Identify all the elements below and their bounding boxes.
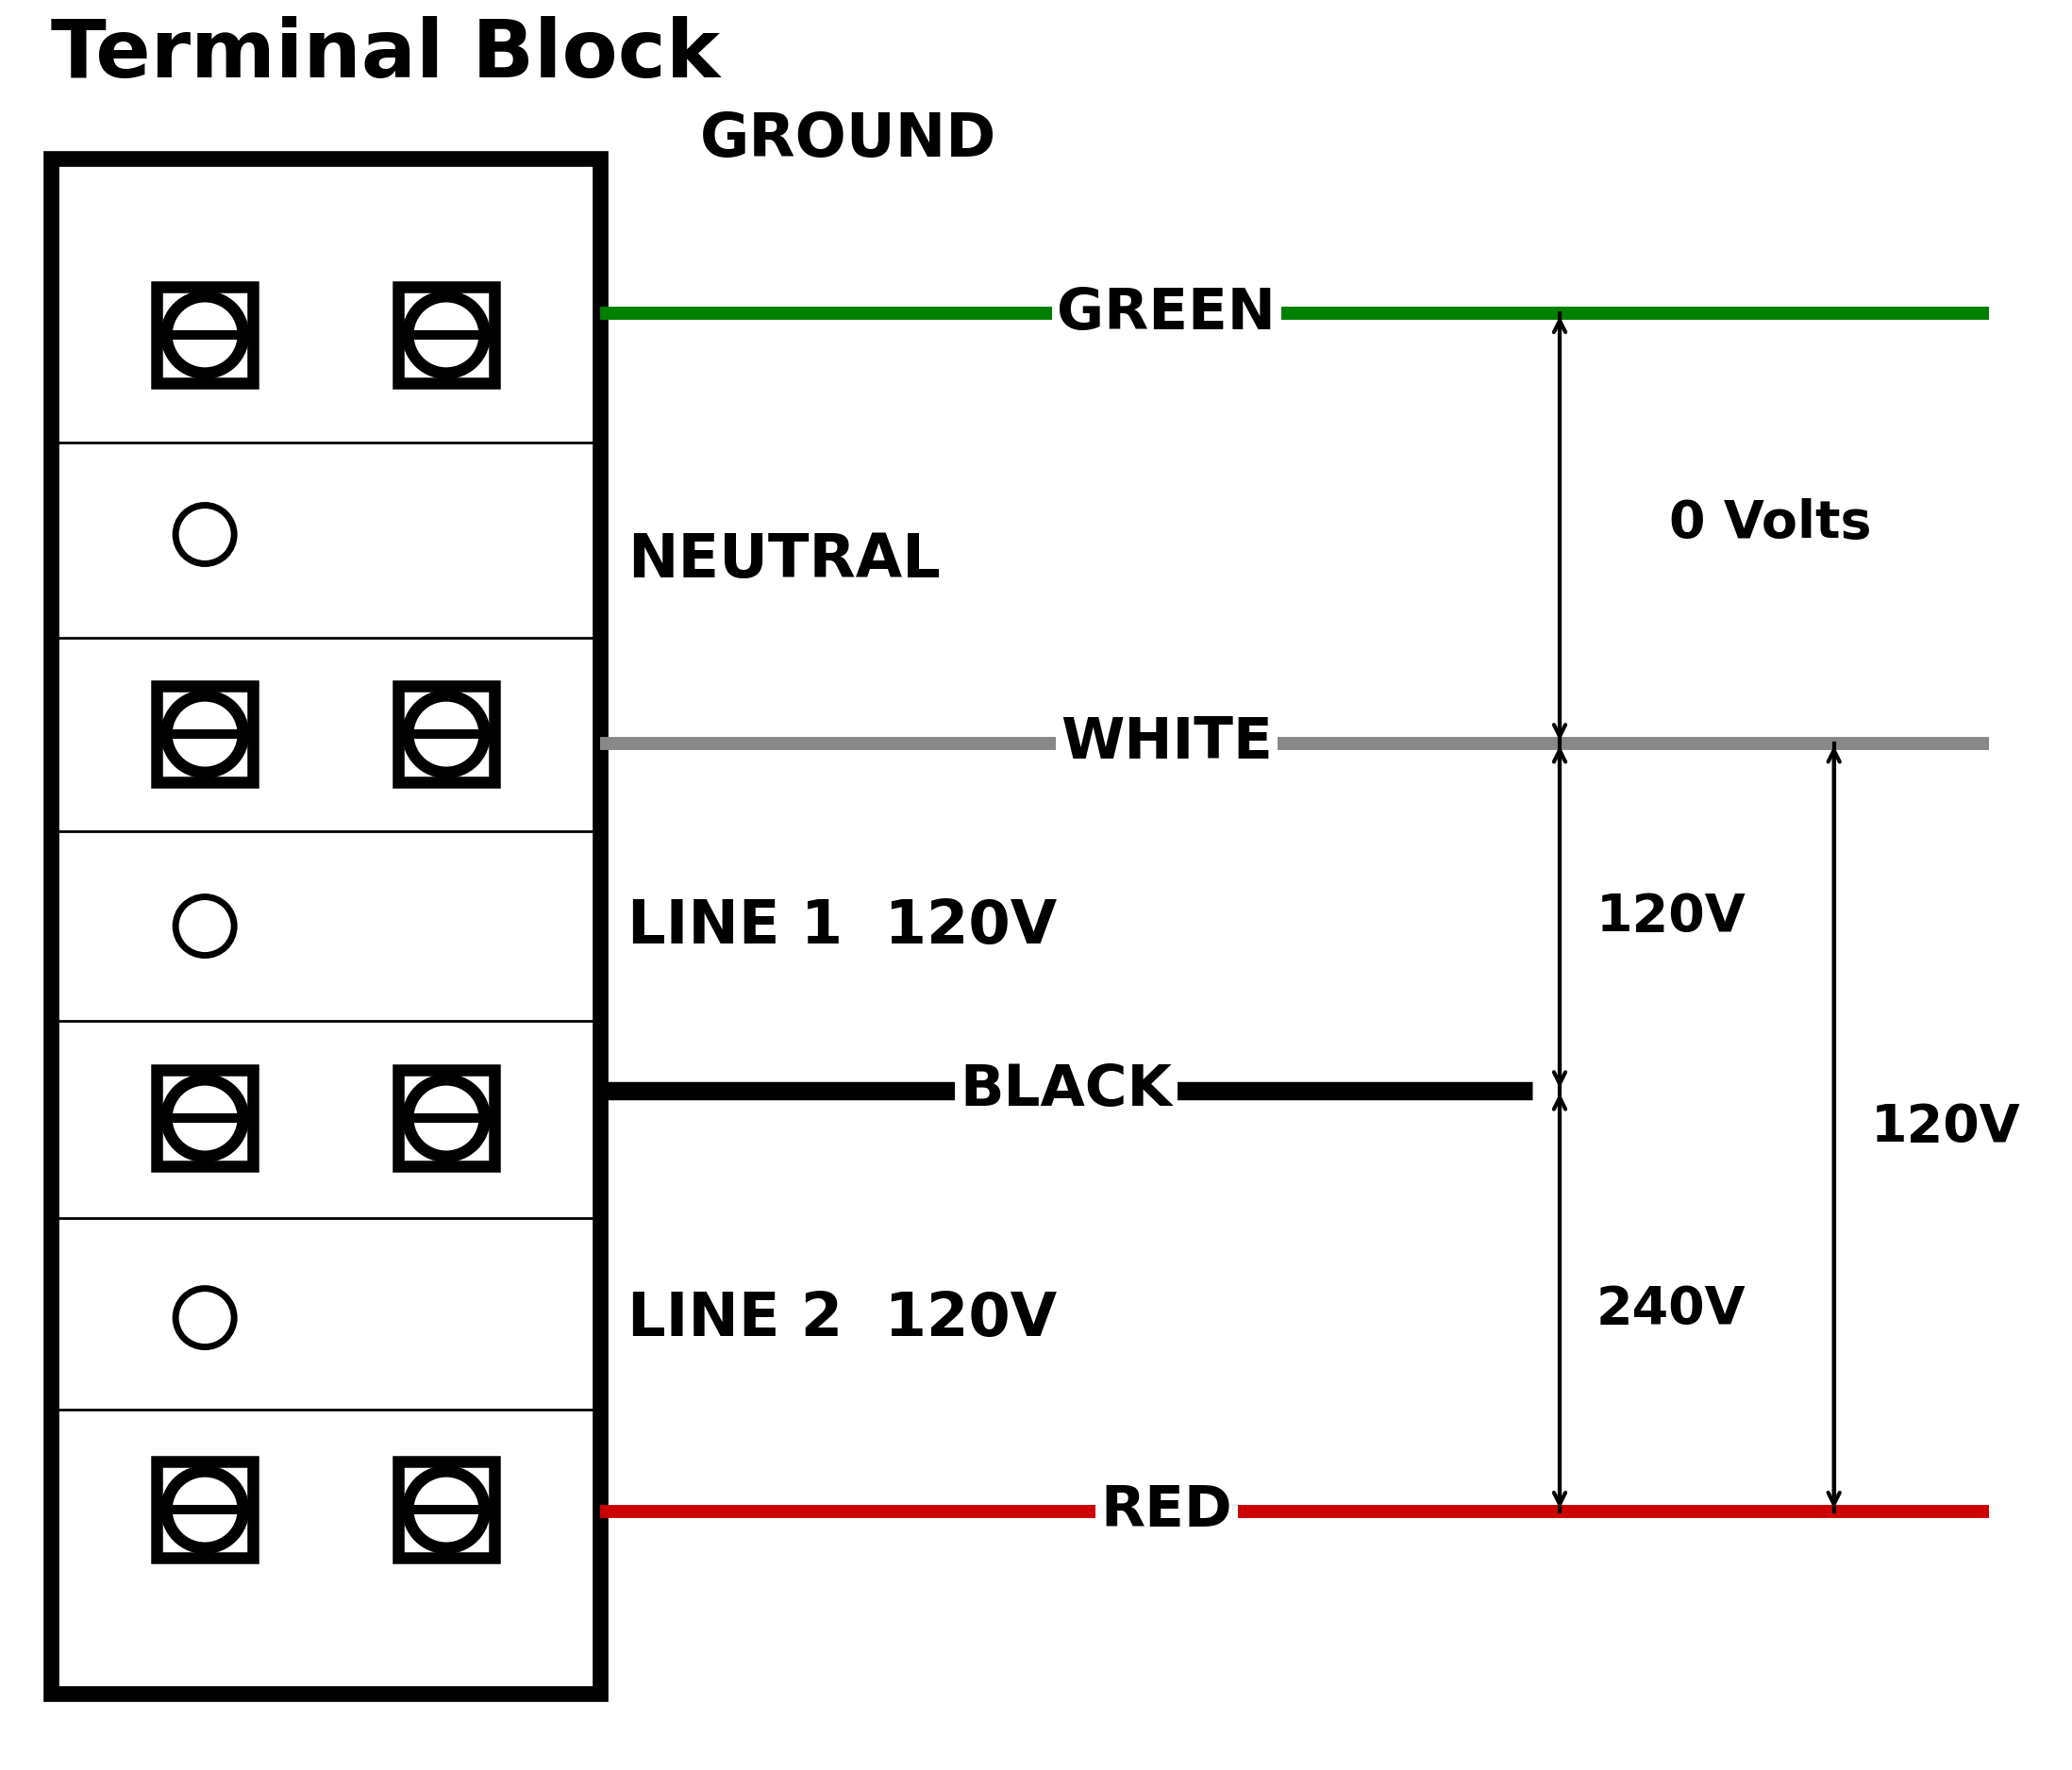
Ellipse shape: [166, 696, 242, 772]
Ellipse shape: [166, 1080, 242, 1156]
Text: Terminal Block: Terminal Block: [52, 16, 721, 94]
Text: BLACK: BLACK: [959, 1062, 1173, 1119]
Bar: [157, 287, 253, 382]
Ellipse shape: [176, 1289, 234, 1347]
Text: NEUTRAL: NEUTRAL: [628, 531, 941, 589]
Bar: [157, 687, 253, 782]
Ellipse shape: [408, 296, 485, 373]
Text: RED: RED: [1100, 1483, 1233, 1538]
Ellipse shape: [176, 897, 234, 956]
Ellipse shape: [408, 1471, 485, 1549]
Ellipse shape: [408, 1080, 485, 1156]
Ellipse shape: [176, 504, 234, 563]
Text: LINE 1  120V: LINE 1 120V: [628, 897, 1057, 956]
Text: WHITE: WHITE: [1061, 715, 1272, 772]
Text: GREEN: GREEN: [1057, 285, 1276, 342]
Text: 120V: 120V: [1871, 1101, 2020, 1152]
Text: 240V: 240V: [1595, 1285, 1747, 1336]
Bar: [398, 687, 495, 782]
Bar: [398, 1071, 495, 1166]
Text: 0 Volts: 0 Volts: [1670, 499, 1871, 549]
Bar: [157, 1462, 253, 1558]
Bar: [157, 1071, 253, 1166]
Text: 120V: 120V: [1595, 892, 1747, 942]
Bar: [398, 287, 495, 382]
Bar: [398, 1462, 495, 1558]
Bar: [52, 158, 599, 1694]
Text: GROUND: GROUND: [700, 112, 997, 170]
Text: LINE 2  120V: LINE 2 120V: [628, 1290, 1057, 1349]
Ellipse shape: [166, 1471, 242, 1549]
Ellipse shape: [408, 696, 485, 772]
Ellipse shape: [166, 296, 242, 373]
